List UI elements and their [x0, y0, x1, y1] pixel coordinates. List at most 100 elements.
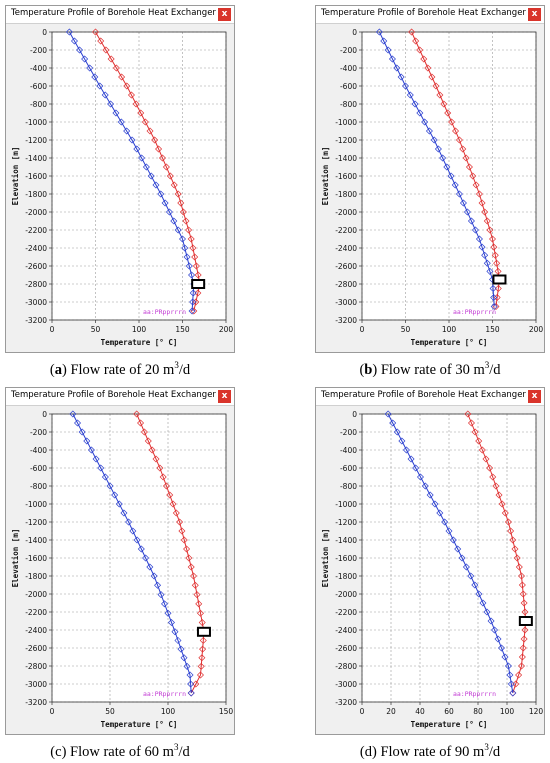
series-point-1 [106, 482, 114, 490]
x-tick-label: 120 [529, 707, 544, 716]
series-point-1 [447, 172, 455, 180]
series-point-1 [188, 307, 196, 315]
series-point-0 [185, 226, 193, 234]
y-tick-label: -1800 [25, 572, 47, 581]
x-tick-label: 0 [50, 325, 55, 334]
series-point-0 [492, 482, 500, 490]
series-point-1 [92, 455, 100, 463]
series-point-1 [83, 437, 91, 445]
series-point-0 [156, 464, 164, 472]
y-tick-label: -2600 [25, 644, 47, 653]
series-point-1 [161, 600, 169, 608]
series-point-0 [176, 518, 184, 526]
series-point-1 [137, 545, 145, 553]
y-tick-label: -3000 [25, 680, 47, 689]
series-point-0 [197, 662, 205, 670]
y-tick-label: -2800 [335, 280, 357, 289]
y-tick-label: 0 [42, 410, 47, 419]
series-point-1 [471, 226, 479, 234]
series-point-0 [448, 118, 456, 126]
caption-unit: /d [488, 743, 501, 760]
series-point-0 [459, 145, 467, 153]
series-point-1 [180, 654, 188, 662]
series-point-0 [519, 590, 527, 598]
y-tick-label: -400 [30, 446, 47, 455]
series-point-0 [464, 410, 472, 418]
x-axis-label: Temperature [° C] [411, 338, 488, 347]
caption-letter: a [54, 361, 62, 378]
series-point-0 [462, 154, 470, 162]
series-point-1 [91, 73, 99, 81]
series-point-1 [380, 37, 388, 45]
series-point-0 [187, 563, 195, 571]
series-point-1 [393, 428, 401, 436]
series-point-0 [195, 600, 203, 608]
series-point-1 [481, 251, 489, 259]
series-point-0 [515, 563, 523, 571]
y-tick-label: -800 [30, 482, 47, 491]
caption-sup: 3 [484, 742, 489, 752]
series-point-1 [504, 662, 512, 670]
series-point-1 [185, 262, 193, 270]
series-point-1 [445, 527, 453, 535]
series-point-1 [111, 491, 119, 499]
series-point-0 [194, 271, 202, 279]
y-tick-label: -2600 [335, 644, 357, 653]
series-point-1 [157, 591, 165, 599]
window-titlebar: Temperature Profile of Borehole Heat Exc… [6, 6, 234, 24]
y-axis-label: Elevation [m] [11, 529, 20, 588]
series-point-1 [123, 127, 131, 135]
series-point-0 [199, 636, 207, 644]
y-tick-label: -800 [30, 100, 47, 109]
highlight-marker-box [518, 616, 533, 626]
series-point-1 [497, 644, 505, 652]
series-line-1 [72, 413, 192, 694]
series-point-0 [170, 181, 178, 189]
series-point-0 [158, 154, 166, 162]
series-point-1 [494, 635, 502, 643]
series-point-0 [144, 437, 152, 445]
close-button[interactable]: x [528, 390, 541, 403]
window-titlebar: Temperature Profile of Borehole Heat Exc… [316, 6, 544, 24]
series-point-0 [118, 73, 126, 81]
close-button[interactable]: x [528, 8, 541, 21]
series-point-0 [520, 635, 528, 643]
series-point-1 [398, 437, 406, 445]
series-point-1 [451, 181, 459, 189]
x-axis-label: Temperature [° C] [101, 338, 178, 347]
series-point-0 [198, 654, 206, 662]
close-button[interactable]: x [218, 8, 231, 21]
series-point-1 [479, 599, 487, 607]
series-point-1 [154, 581, 162, 589]
series-point-1 [487, 617, 495, 625]
y-tick-label: -1400 [25, 154, 47, 163]
y-tick-label: -2200 [25, 608, 47, 617]
series-point-1 [129, 527, 137, 535]
series-point-0 [469, 172, 477, 180]
y-tick-label: -1000 [335, 118, 357, 127]
highlight-marker-box [196, 626, 211, 637]
series-point-1 [183, 253, 191, 261]
series-point-0 [148, 446, 156, 454]
series-point-1 [411, 100, 419, 108]
caption-text: Flow rate of 30 m [380, 361, 485, 378]
series-point-0 [478, 446, 486, 454]
y-tick-label: -2000 [25, 590, 47, 599]
series-point-0 [444, 109, 452, 117]
series-point-1 [458, 554, 466, 562]
series-point-1 [86, 64, 94, 72]
series-point-1 [425, 127, 433, 135]
y-tick-label: -2600 [25, 262, 47, 271]
series-point-1 [187, 689, 195, 697]
series-point-1 [170, 217, 178, 225]
y-axis-label: Elevation [m] [321, 529, 330, 588]
series-point-0 [97, 37, 105, 45]
series-point-0 [440, 100, 448, 108]
series-point-1 [152, 181, 160, 189]
series-point-1 [439, 154, 447, 162]
y-tick-label: -2400 [25, 626, 47, 635]
series-point-0 [112, 64, 120, 72]
series-point-0 [416, 46, 424, 54]
series-point-0 [141, 118, 149, 126]
close-button[interactable]: x [218, 390, 231, 403]
